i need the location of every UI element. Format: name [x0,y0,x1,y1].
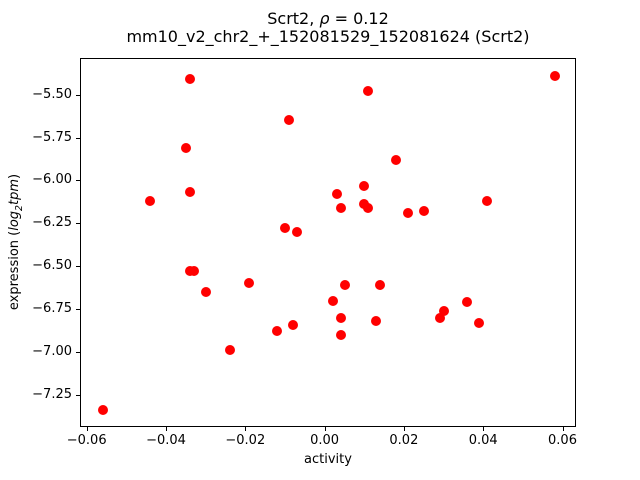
scatter-point [335,202,346,213]
title-block: Scrt2, ρ = 0.12 mm10_v2_chr2_+_152081529… [80,10,576,46]
y-tick-mark [76,394,80,396]
y-tick-label: −7.25 [32,386,72,402]
y-tick-label: −6.75 [32,301,72,316]
scatter-point [375,280,386,290]
y-tick-mark [76,309,80,310]
x-tick-label: −0.04 [146,433,186,448]
x-tick-mark [166,427,167,431]
x-tick-mark [86,427,88,431]
scatter-point [244,278,255,289]
x-tick-mark [324,427,326,431]
scatter-point [371,316,382,326]
x-tick-label: −0.06 [66,433,107,448]
scatter-point [402,208,413,218]
scatter-point [224,345,235,356]
y-tick-label: −5.50 [32,86,72,102]
plot-area [80,58,576,427]
chart-title-rho: ρ [319,9,330,28]
scatter-point [184,74,195,85]
y-tick-label: −6.50 [32,258,72,274]
scatter-point [327,295,338,306]
scatter-point [438,305,449,316]
y-tick-mark [76,223,80,225]
y-tick-mark [76,180,80,182]
scatter-point [180,142,191,153]
x-tick-mark [562,427,564,431]
scatter-point [184,187,195,198]
x-tick-label: 0.02 [389,433,419,448]
chart-title-prefix: Scrt2, [267,9,320,28]
scatter-point [280,223,290,234]
x-tick-mark [483,427,485,431]
x-tick-mark [403,427,405,431]
scatter-point [188,266,199,277]
scatter-point [331,189,342,200]
scatter-point [283,115,294,126]
scatter-point [363,86,374,97]
scatter-point [359,180,370,191]
scatter-point [434,312,445,323]
chart-title: Scrt2, ρ = 0.12 [80,10,576,28]
x-tick-label: −0.02 [225,433,266,448]
scatter-point [291,226,302,237]
y-tick-label: −6.25 [32,215,72,231]
y-tick-mark [76,137,80,139]
y-tick-label: −6.00 [32,172,72,188]
scatter-point [549,70,560,81]
scatter-point [363,202,374,213]
y-tick-mark [76,94,80,96]
y-axis-label: expression (log2tpm) [7,174,25,310]
scatter-point [482,196,493,206]
x-tick-label: 0.00 [310,433,340,448]
scatter-point [335,329,346,340]
scatter-point [339,280,350,290]
scatter-point [200,286,211,297]
x-tick-label: 0.04 [468,433,498,448]
y-tick-label: −7.00 [32,343,72,359]
y-axis-label-sub: 2 [13,204,25,211]
chart-title-suffix: = 0.12 [329,9,389,28]
scatter-point [145,196,156,206]
scatter-point [462,297,473,308]
y-tick-mark [76,266,80,268]
x-axis-label: activity [304,452,352,467]
x-tick-mark [245,427,247,431]
scatter-point [391,154,401,165]
scatter-point [272,326,283,337]
scatter-point [335,312,346,323]
scatter-point [418,206,429,217]
chart-subtitle: mm10_v2_chr2_+_152081529_152081624 (Scrt… [126,27,530,46]
scatter-point [287,319,298,330]
scatter-point [474,317,485,328]
scatter-point [97,405,108,416]
x-tick-label: 0.06 [548,433,577,448]
y-tick-mark [76,351,80,353]
y-tick-label: −5.75 [32,129,72,145]
